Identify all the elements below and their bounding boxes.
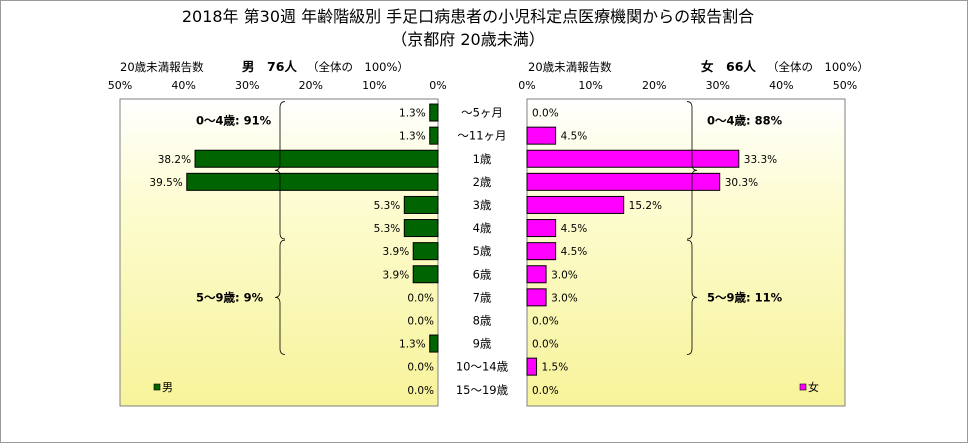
legend-male-label: 男 bbox=[162, 381, 173, 394]
female-bar bbox=[526, 172, 721, 191]
left-x-tick-label: 0% bbox=[429, 79, 446, 92]
female-bar bbox=[526, 149, 740, 168]
male-bar bbox=[403, 195, 439, 214]
right-x-tick-label: 10% bbox=[578, 79, 602, 92]
category-label: 10～14歳 bbox=[456, 360, 509, 374]
male-bars bbox=[186, 103, 439, 353]
male-data-label: 39.5% bbox=[149, 177, 182, 189]
right-x-tick-label: 50% bbox=[833, 79, 857, 92]
female-bars bbox=[526, 126, 740, 376]
male-group-label: 5～9歳: 9% bbox=[196, 290, 264, 304]
male-data-label: 3.9% bbox=[383, 246, 410, 258]
male-group-brace bbox=[274, 101, 286, 240]
female-group-braces: 0～4歳: 88% 5～9歳: 11% bbox=[686, 101, 783, 355]
male-data-label: 38.2% bbox=[158, 154, 191, 166]
right-axis-ticks: 50% 40% 30% 20% 10% 0% bbox=[518, 79, 857, 92]
female-data-label: 33.3% bbox=[744, 154, 777, 166]
right-header-note: （全体の 100%） bbox=[767, 60, 869, 74]
right-x-tick-label: 30% bbox=[706, 79, 730, 92]
female-group-brace bbox=[686, 101, 698, 240]
left-header-count: 男 76人 bbox=[242, 59, 297, 74]
male-data-labels: 1.3% 1.3% 38.2% 39.5% 5.3% 5.3% 3.9% 3.9% 0.0% 0.… bbox=[149, 108, 434, 397]
category-label: 2歳 bbox=[473, 175, 492, 189]
female-bar bbox=[526, 126, 557, 145]
male-bar bbox=[412, 265, 439, 284]
female-data-label: 30.3% bbox=[725, 177, 758, 189]
left-x-tick-label: 50% bbox=[108, 79, 132, 92]
male-bar bbox=[429, 126, 439, 145]
female-data-labels: 0.0%4.5%33.3%30.3%15.2%4.5%4.5%3.0%3.0%0… bbox=[532, 108, 777, 397]
category-label: 8歳 bbox=[473, 313, 492, 327]
male-data-label: 3.9% bbox=[383, 269, 410, 281]
left-header-label: 20歳未満報告数 bbox=[120, 60, 204, 74]
male-data-label: 5.3% bbox=[374, 200, 401, 212]
category-label: 6歳 bbox=[473, 267, 492, 281]
category-label: 3歳 bbox=[473, 198, 492, 212]
right-x-tick-label: 20% bbox=[642, 79, 666, 92]
male-group-brace bbox=[274, 239, 286, 355]
chart-subtitle: （京都府 20歳未満） bbox=[391, 30, 544, 49]
female-data-label: 4.5% bbox=[561, 223, 588, 235]
right-header-label: 20歳未満報告数 bbox=[528, 60, 612, 74]
category-label: 5歳 bbox=[473, 244, 492, 258]
male-bar bbox=[412, 242, 439, 261]
male-bar bbox=[186, 172, 439, 191]
right-header-count: 女 66人 bbox=[701, 59, 756, 74]
category-label: 7歳 bbox=[473, 290, 492, 304]
male-data-label: 1.3% bbox=[399, 339, 426, 351]
male-bar bbox=[194, 149, 439, 168]
female-bar bbox=[526, 242, 557, 261]
male-data-label: 5.3% bbox=[374, 223, 401, 235]
male-bar bbox=[403, 219, 439, 238]
female-bar bbox=[526, 265, 547, 284]
category-label: 4歳 bbox=[473, 221, 492, 235]
female-group-label: 0～4歳: 88% bbox=[707, 114, 783, 128]
legend-female-label: 女 bbox=[808, 380, 819, 394]
male-data-label: 0.0% bbox=[407, 315, 434, 327]
right-x-tick-label: 40% bbox=[769, 79, 793, 92]
female-data-label: 1.5% bbox=[542, 362, 569, 374]
left-axis-ticks: 50% 40% 30% 20% 10% 0% bbox=[108, 79, 447, 92]
female-data-label: 0.0% bbox=[532, 339, 559, 351]
female-data-label: 3.0% bbox=[551, 292, 578, 304]
female-bar bbox=[526, 195, 625, 214]
female-bar bbox=[526, 288, 547, 307]
female-bar bbox=[526, 357, 538, 376]
female-data-label: 15.2% bbox=[629, 200, 662, 212]
female-data-label: 0.0% bbox=[532, 315, 559, 327]
left-header-note: （全体の 100%） bbox=[307, 60, 409, 74]
male-data-label: 1.3% bbox=[399, 108, 426, 120]
category-labels: ～5ヶ月 ～11ヶ月 1歳 2歳 3歳 4歳 5歳 6歳 7歳 8歳 9歳 10～14歳 15～19歳 bbox=[456, 106, 509, 397]
male-bar bbox=[429, 334, 439, 353]
right-x-tick-label: 0% bbox=[518, 79, 535, 92]
category-label: ～5ヶ月 bbox=[461, 106, 503, 120]
female-data-label: 4.5% bbox=[561, 131, 588, 143]
left-x-tick-label: 30% bbox=[235, 79, 259, 92]
female-group-label: 5～9歳: 11% bbox=[707, 290, 783, 304]
female-data-label: 3.0% bbox=[551, 269, 578, 281]
female-data-label: 4.5% bbox=[561, 246, 588, 258]
male-group-label: 0～4歳: 91% bbox=[196, 114, 272, 128]
left-x-tick-label: 20% bbox=[299, 79, 323, 92]
left-x-tick-label: 10% bbox=[362, 79, 386, 92]
female-data-label: 0.0% bbox=[532, 385, 559, 397]
legend-male-swatch bbox=[153, 383, 161, 391]
male-group-braces: 0～4歳: 91% 5～9歳: 9% bbox=[196, 101, 286, 355]
male-data-label: 0.0% bbox=[407, 362, 434, 374]
category-label: ～11ヶ月 bbox=[457, 129, 506, 143]
male-bar bbox=[429, 103, 439, 122]
female-group-brace bbox=[686, 239, 698, 355]
female-data-label: 0.0% bbox=[532, 108, 559, 120]
chart-title: 2018年 第30週 年齢階級別 手足口病患者の小児科定点医療機関からの報告割合 bbox=[182, 7, 754, 26]
male-data-label: 0.0% bbox=[407, 292, 434, 304]
left-x-tick-label: 40% bbox=[171, 79, 195, 92]
female-bar bbox=[526, 219, 557, 238]
male-data-label: 0.0% bbox=[407, 385, 434, 397]
category-label: 1歳 bbox=[473, 152, 492, 166]
category-label: 9歳 bbox=[473, 337, 492, 351]
male-data-label: 1.3% bbox=[399, 131, 426, 143]
legend-female-swatch bbox=[799, 383, 807, 391]
category-label: 15～19歳 bbox=[456, 383, 509, 397]
